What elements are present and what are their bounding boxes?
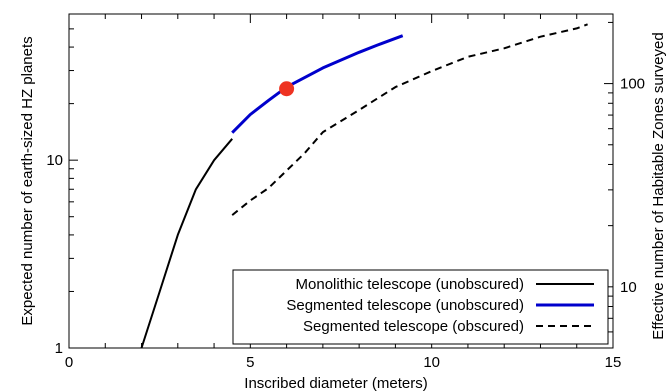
series-line-3	[231, 23, 588, 216]
series-layer	[140, 23, 588, 349]
legend-label-1: Monolithic telescope (unobscured)	[296, 276, 524, 293]
x-tick-label: 15	[605, 354, 622, 371]
x-axis-ticks: 0 5 10 15	[65, 14, 622, 371]
legend-label-2: Segmented telescope (unobscured)	[286, 297, 524, 314]
plot-frame	[68, 13, 614, 349]
legend-box	[232, 269, 609, 345]
x-tick-label: 10	[423, 354, 440, 371]
legend-label-3: Segmented telescope (obscured)	[303, 318, 524, 335]
series-line-1	[140, 138, 233, 349]
x-tick-label: 0	[65, 354, 73, 371]
y-left-tick-label: 10	[46, 152, 63, 169]
highlight-marker	[279, 81, 295, 97]
x-axis-label: Inscribed diameter (meters)	[244, 375, 427, 391]
y-axis-right-label: Effective number of Habitable Zones surv…	[650, 32, 667, 339]
legend: Monolithic telescope (unobscured) Segment…	[232, 269, 609, 345]
series-line-2	[231, 34, 404, 134]
legend-items: Monolithic telescope (unobscured) Segment…	[286, 276, 594, 335]
y-right-tick-label: 100	[620, 76, 645, 93]
y-axis-left-ticks: 1 10	[46, 13, 78, 357]
y-left-tick-label: 1	[55, 340, 63, 357]
y-right-tick-label: 10	[620, 279, 637, 296]
x-tick-label: 5	[246, 354, 254, 371]
y-axis-left-label: Expected number of earth-sized HZ planet…	[19, 36, 36, 325]
y-axis-right-ticks: 10 100	[604, 21, 645, 349]
